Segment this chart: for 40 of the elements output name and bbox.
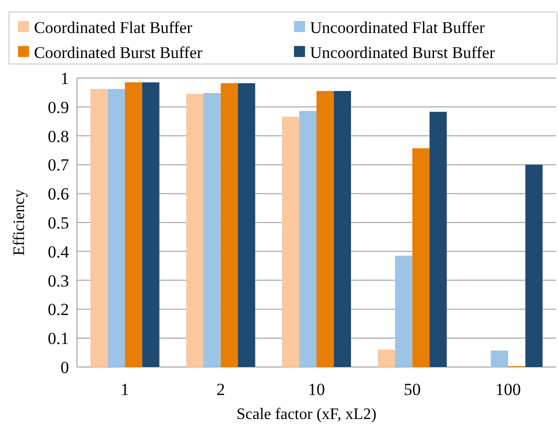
bar: [142, 82, 160, 367]
y-tick-label: 0: [60, 358, 69, 377]
bar: [316, 91, 334, 367]
bar: [203, 93, 221, 367]
y-tick-label: 0.9: [48, 98, 69, 117]
y-tick-label: 0.2: [48, 300, 69, 320]
x-axis-title: Scale factor (xF, xL2): [236, 406, 376, 423]
bar: [525, 164, 543, 367]
bar: [238, 83, 256, 367]
bar: [90, 88, 108, 367]
y-tick-label: 0.3: [48, 271, 69, 290]
y-tick-label: 0.6: [48, 184, 69, 204]
y-axis-title: Efficiency: [11, 189, 28, 256]
y-tick-label: 0.5: [48, 213, 69, 232]
bar: [186, 94, 204, 367]
x-tick-label: 2: [216, 380, 225, 399]
legend-label: Uncoordinated Burst Buffer: [310, 42, 496, 62]
bar: [334, 91, 351, 367]
y-tick-label: 0.4: [48, 242, 70, 262]
legend-label: Coordinated Flat Buffer: [34, 18, 193, 37]
y-tick-label: 0.1: [48, 329, 69, 348]
y-tick-label: 0.8: [48, 126, 69, 146]
y-tick-label: 0.7: [48, 156, 70, 175]
legend-label: Uncoordinated Flat Buffer: [310, 18, 486, 37]
x-tick-label: 50: [404, 380, 421, 399]
legend-label: Coordinated Burst Buffer: [34, 42, 203, 62]
bar: [220, 83, 238, 367]
bar: [412, 148, 430, 367]
y-tick-label: 1: [60, 68, 69, 88]
bar: [395, 256, 412, 367]
x-tick-label: 100: [495, 380, 521, 399]
x-tick-label: 1: [120, 380, 130, 399]
bar: [108, 88, 125, 367]
bar: [430, 112, 447, 367]
bar: [490, 350, 508, 367]
bar: [282, 116, 300, 367]
bar: [299, 110, 316, 367]
bar: [124, 82, 142, 367]
bar: [378, 350, 396, 367]
x-tick-label: 10: [308, 380, 325, 399]
